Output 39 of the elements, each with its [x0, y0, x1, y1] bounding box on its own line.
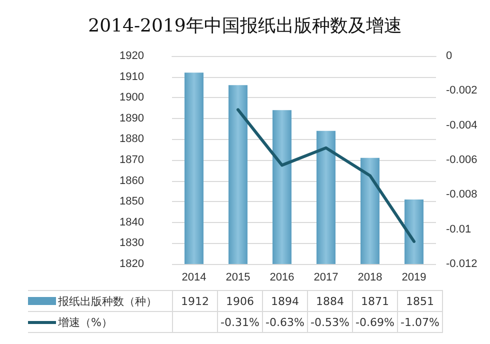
- y-tick-label: 1860: [120, 174, 144, 187]
- y-tick-label: 1910: [120, 70, 144, 83]
- data-label: 1871: [352, 290, 398, 312]
- y-tick-label: 1920: [120, 50, 144, 62]
- y2-tick-label: -0.002: [446, 84, 478, 97]
- data-label: 1884: [308, 290, 352, 312]
- y2-tick-label: 0: [446, 50, 452, 62]
- y-tick-label: 1870: [120, 154, 144, 166]
- data-label: -1.07%: [398, 312, 442, 332]
- data-label: 1851: [398, 290, 442, 312]
- x-tick-label: 2018: [358, 272, 382, 284]
- legend-label: 增速（%）: [28, 312, 172, 332]
- data-label: -0.69%: [352, 312, 398, 332]
- x-tick-label: 2016: [270, 272, 294, 284]
- y-tick-label: 1890: [120, 112, 144, 124]
- line-series: [236, 108, 416, 243]
- data-label: 1906: [218, 290, 262, 312]
- y2-tick-label: -0.008: [446, 188, 478, 201]
- data-label: -0.31%: [218, 312, 262, 332]
- chart-title: 2014-2019年中国报纸出版种数及增速: [88, 16, 402, 36]
- x-tick-label: 2014: [182, 272, 206, 284]
- x-tick-label: 2017: [314, 272, 338, 284]
- y-tick-label: 1900: [120, 92, 144, 104]
- y-tick-label: 1830: [120, 237, 144, 250]
- y-tick-label: 1880: [120, 133, 144, 146]
- y-tick-label: 1840: [120, 216, 144, 228]
- data-label: -0.63%: [262, 312, 308, 332]
- data-label: 1894: [262, 290, 308, 312]
- data-label: -0.53%: [308, 312, 352, 332]
- y2-tick-label: -0.006: [446, 154, 478, 166]
- legend-label: 报纸出版种数（种）: [28, 290, 172, 312]
- x-tick-label: 2015: [226, 272, 250, 284]
- y2-tick-label: -0.01: [446, 223, 472, 236]
- y2-tick-label: -0.004: [446, 119, 478, 132]
- x-tick-label: 2019: [402, 272, 426, 284]
- y-tick-label: 1820: [120, 258, 144, 270]
- data-label: 1912: [172, 290, 218, 312]
- y-tick-label: 1850: [120, 196, 144, 208]
- y2-tick-label: -0.012: [446, 258, 478, 270]
